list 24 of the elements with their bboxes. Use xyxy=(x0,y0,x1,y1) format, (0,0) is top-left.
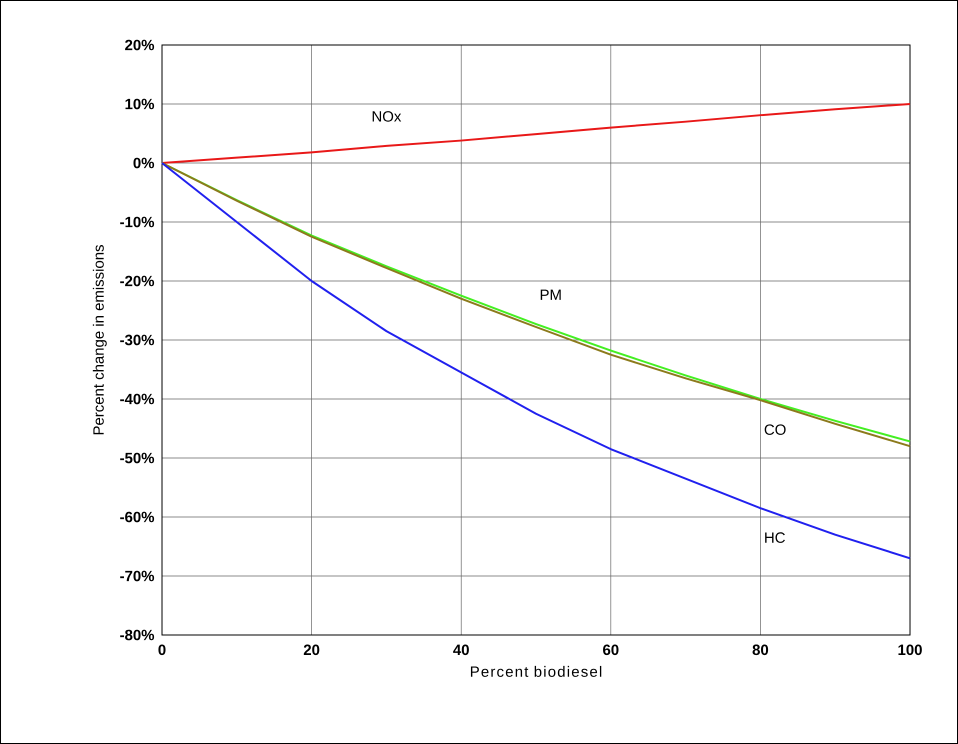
y-tick-label: -70% xyxy=(120,570,154,582)
y-tick-label: -30% xyxy=(120,334,154,346)
y-tick-label: 20% xyxy=(125,40,154,50)
y-tick-label: -20% xyxy=(120,276,154,286)
series-label: CO xyxy=(764,424,786,435)
y-tick-label: -60% xyxy=(120,512,154,522)
y-axis-title: Percent change in emissions xyxy=(92,245,107,434)
x-tick-label: 80 xyxy=(752,644,768,656)
x-tick-label: 0 xyxy=(158,644,166,656)
y-tick-label: 10% xyxy=(126,98,154,110)
x-tick-label: 100 xyxy=(898,644,922,656)
y-tick-label: -40% xyxy=(120,394,154,404)
series-label: NOx xyxy=(372,111,402,122)
x-tick-label: 60 xyxy=(603,644,618,656)
y-tick-label: -80% xyxy=(120,630,154,640)
series-label: HC xyxy=(765,532,785,543)
y-tick-label: -10% xyxy=(120,216,154,228)
x-tick-label: 40 xyxy=(453,644,469,656)
y-tick-label: 0% xyxy=(133,158,154,168)
x-tick-label: 20 xyxy=(304,644,320,656)
line-series xyxy=(161,102,912,164)
series-label: PM xyxy=(540,290,561,300)
y-tick-label: -50% xyxy=(120,452,154,464)
x-axis-title: Percent biodiesel xyxy=(470,666,602,677)
